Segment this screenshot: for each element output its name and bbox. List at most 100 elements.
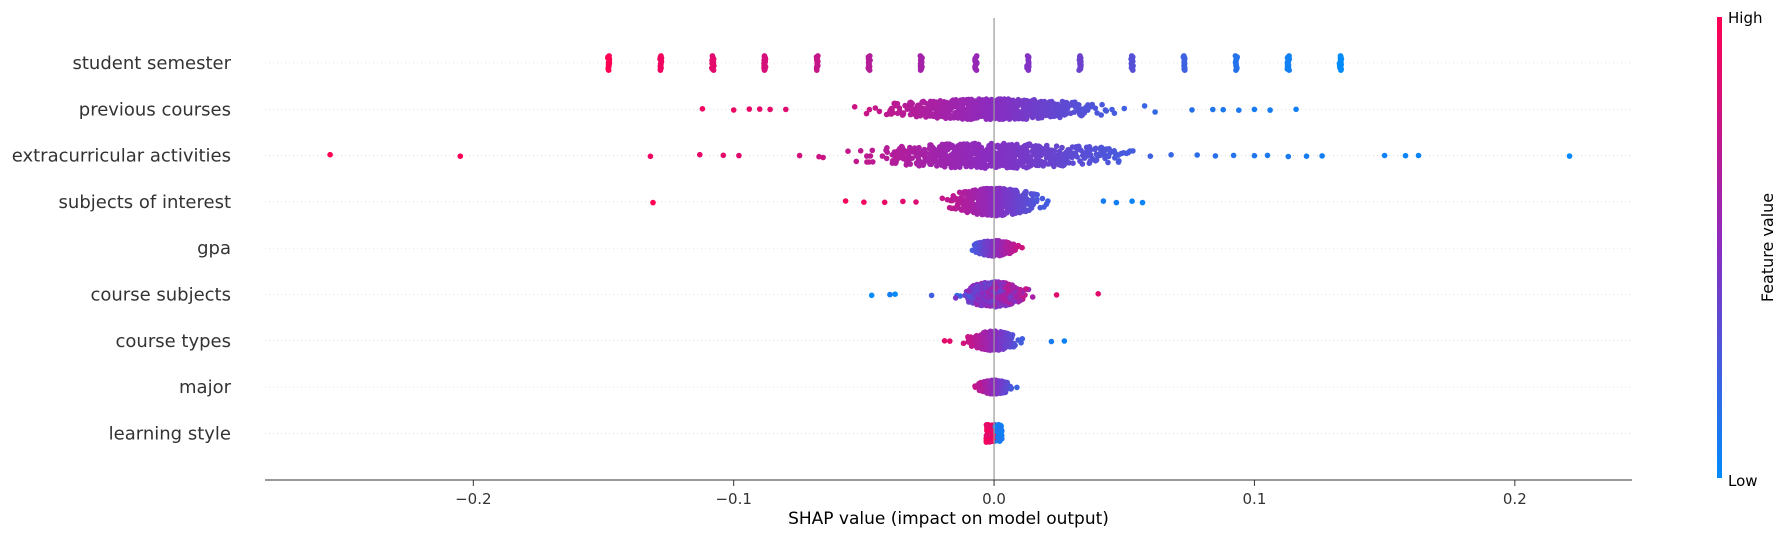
shap-point <box>1130 67 1136 73</box>
shap-point <box>756 106 763 112</box>
shap-point <box>983 432 990 439</box>
shap-point <box>1022 192 1029 198</box>
shap-point <box>1094 110 1100 116</box>
shap-point <box>1027 142 1034 149</box>
shap-point <box>964 142 971 148</box>
shap-point <box>946 112 953 118</box>
shap-point <box>1092 146 1098 153</box>
shap-point <box>1210 106 1216 113</box>
shap-point <box>1415 152 1422 159</box>
shap-point <box>1000 144 1006 150</box>
shap-point <box>960 115 967 121</box>
shap-point <box>994 388 1000 395</box>
shap-point <box>987 103 994 110</box>
shap-point <box>928 292 935 299</box>
shap-point <box>948 205 955 212</box>
shap-point <box>1086 144 1093 150</box>
shap-point <box>730 107 737 113</box>
feature-label: student semester <box>72 53 231 74</box>
shap-point <box>861 199 867 205</box>
shap-point <box>1039 195 1046 202</box>
shap-point <box>954 204 960 210</box>
shap-point <box>924 155 930 162</box>
shap-point <box>1236 107 1242 113</box>
shap-point <box>1002 297 1008 304</box>
feature-label: previous courses <box>79 99 231 120</box>
shap-point <box>982 331 989 337</box>
shap-point <box>1220 106 1226 113</box>
shap-point <box>1061 162 1067 168</box>
shap-point <box>972 115 979 121</box>
shap-point <box>853 158 860 165</box>
shap-point <box>1381 152 1388 159</box>
shap-point <box>1033 112 1039 118</box>
feature-label: learning style <box>109 423 231 444</box>
shap-point <box>1015 96 1022 103</box>
shap-point <box>996 346 1003 353</box>
shap-point <box>1152 109 1158 115</box>
shap-point <box>995 434 1001 441</box>
shap-point <box>896 155 902 161</box>
shap-point <box>956 189 963 196</box>
shap-point <box>976 382 983 388</box>
shap-point <box>1147 153 1154 159</box>
shap-point <box>898 143 905 150</box>
shap-point <box>970 195 977 202</box>
shap-point <box>988 253 995 259</box>
shap-point <box>868 292 875 299</box>
shap-point <box>914 147 920 154</box>
shap-point <box>1285 153 1292 160</box>
shap-point <box>1251 106 1258 113</box>
shap-point <box>1139 199 1146 206</box>
shap-point <box>1264 152 1271 159</box>
shap-point <box>1212 153 1219 159</box>
shap-point <box>960 99 966 106</box>
shap-point <box>1067 102 1074 108</box>
shap-point <box>941 338 948 344</box>
shap-point <box>948 164 955 171</box>
shap-point <box>1014 384 1020 391</box>
shap-point <box>1057 114 1063 121</box>
shap-point <box>968 97 974 103</box>
shap-point <box>975 291 981 298</box>
data-points <box>327 53 1573 445</box>
shap-point <box>974 301 980 308</box>
shap-point <box>957 293 964 299</box>
shap-point <box>1024 106 1030 112</box>
shap-point <box>1251 152 1258 159</box>
shap-point <box>1000 105 1006 112</box>
shap-point <box>1010 344 1017 350</box>
shap-point <box>928 152 934 159</box>
shap-point <box>869 147 876 154</box>
shap-point <box>982 248 989 255</box>
shap-point <box>974 164 980 170</box>
shap-point <box>1286 67 1292 73</box>
shap-point <box>1048 338 1055 345</box>
shap-point <box>1004 113 1010 119</box>
shap-point <box>969 141 976 147</box>
shap-point <box>965 335 972 342</box>
shap-point <box>987 205 993 211</box>
shap-point <box>896 105 903 111</box>
shap-point <box>950 98 957 105</box>
shap-point <box>1038 110 1044 116</box>
shap-point <box>937 98 944 104</box>
shap-point <box>1051 159 1057 166</box>
shap-point <box>989 114 995 121</box>
shap-point <box>1194 152 1200 158</box>
shap-point <box>978 188 985 195</box>
shap-point <box>934 159 940 166</box>
shap-point <box>1014 141 1020 148</box>
shap-point <box>1009 287 1015 293</box>
shap-point <box>979 282 985 289</box>
shap-point <box>1014 244 1021 250</box>
shap-point <box>982 148 988 154</box>
shap-point <box>962 109 969 116</box>
shap-point <box>984 295 990 302</box>
shap-point <box>1127 148 1133 154</box>
shap-point <box>1073 144 1079 150</box>
shap-point <box>699 106 706 112</box>
shap-point <box>845 148 851 154</box>
shap-point <box>767 106 773 113</box>
shap-point <box>1002 210 1009 216</box>
